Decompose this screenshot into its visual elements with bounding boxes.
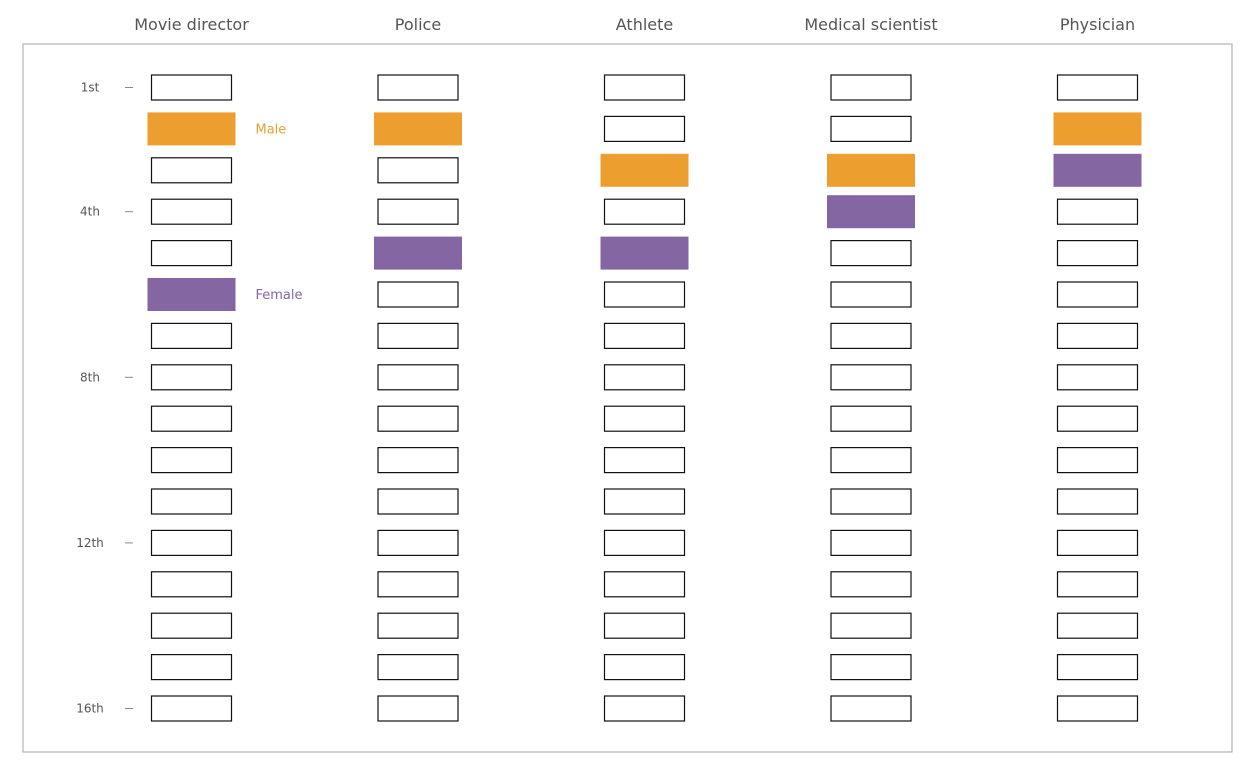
rank-slot xyxy=(150,529,233,557)
rank-slot xyxy=(1056,281,1139,308)
male-rank-mark xyxy=(827,153,915,187)
rank-slot xyxy=(1056,447,1139,474)
rank-slot xyxy=(603,695,686,722)
rank-slot xyxy=(377,612,459,639)
rank-tick-label: 4th xyxy=(80,205,100,219)
male-rank-mark xyxy=(374,112,462,146)
rank-slot xyxy=(150,198,233,225)
rank-slot xyxy=(377,488,459,515)
rank-slot xyxy=(377,198,459,225)
rank-slot xyxy=(603,364,686,391)
rank-slot xyxy=(377,74,459,101)
rank-slot xyxy=(150,612,233,639)
legend-male-label: Male xyxy=(256,122,287,137)
male-rank-mark xyxy=(147,112,236,146)
rank-slot xyxy=(603,653,686,681)
column-title: Movie director xyxy=(134,15,249,34)
rank-slot xyxy=(150,74,233,101)
rank-slot xyxy=(830,281,912,308)
rank-slot xyxy=(1056,612,1139,639)
rank-slot xyxy=(1056,240,1139,267)
rank-slot xyxy=(1056,695,1139,722)
rank-slot xyxy=(1056,322,1139,349)
female-rank-mark xyxy=(600,236,689,270)
rank-slot xyxy=(830,364,912,391)
rank-slot xyxy=(1056,488,1139,515)
rank-slot xyxy=(830,405,912,432)
rank-slot xyxy=(1056,529,1139,557)
rank-slot xyxy=(830,322,912,349)
rank-tick-label: 12th xyxy=(76,536,104,550)
rank-slot xyxy=(603,571,686,598)
rank-slot xyxy=(377,322,459,349)
male-rank-mark xyxy=(600,153,689,187)
rank-slot xyxy=(830,240,912,267)
rank-slot xyxy=(830,115,912,143)
rank-slot xyxy=(150,695,233,722)
rank-slot xyxy=(830,695,912,722)
rank-slot xyxy=(150,157,233,184)
column-title: Physician xyxy=(1060,15,1135,34)
rank-slot xyxy=(150,571,233,598)
column-title: Medical scientist xyxy=(804,15,937,34)
rank-slot xyxy=(377,653,459,681)
rank-slot xyxy=(603,115,686,143)
rank-slot xyxy=(603,405,686,432)
female-rank-mark xyxy=(1053,153,1142,187)
rank-slot xyxy=(603,322,686,349)
female-rank-mark xyxy=(147,278,236,311)
rank-slot xyxy=(830,612,912,639)
rank-slot xyxy=(1056,571,1139,598)
rank-slot xyxy=(1056,198,1139,225)
rank-slot xyxy=(603,612,686,639)
rank-slot xyxy=(377,447,459,474)
rank-slot xyxy=(603,529,686,557)
rank-slot xyxy=(1056,364,1139,391)
rank-slot xyxy=(830,571,912,598)
rank-slot xyxy=(150,447,233,474)
rank-slot xyxy=(150,653,233,681)
rank-tick-label: 8th xyxy=(80,370,100,384)
rank-slot xyxy=(377,695,459,722)
rank-slot xyxy=(1056,74,1139,101)
rank-slot xyxy=(603,447,686,474)
chart-frame xyxy=(22,43,1233,753)
female-rank-mark xyxy=(827,195,915,229)
column-title: Athlete xyxy=(616,15,673,34)
rank-slot xyxy=(377,281,459,308)
rank-slot xyxy=(603,198,686,225)
rank-slot xyxy=(150,240,233,267)
rank-slot xyxy=(830,447,912,474)
rank-slot xyxy=(150,322,233,349)
rank-slot xyxy=(377,364,459,391)
rank-slot xyxy=(377,405,459,432)
male-rank-mark xyxy=(1053,112,1142,146)
rank-slot xyxy=(830,529,912,557)
rank-slot xyxy=(377,157,459,184)
female-rank-mark xyxy=(374,236,462,270)
rank-slot xyxy=(377,571,459,598)
rank-tick-label: 1st xyxy=(81,81,100,95)
rank-slot xyxy=(1056,405,1139,432)
legend-female-label: Female xyxy=(256,288,303,303)
rank-slot xyxy=(150,488,233,515)
rank-slot xyxy=(603,488,686,515)
column-title: Police xyxy=(395,15,441,34)
rank-slot xyxy=(377,529,459,557)
rank-tick-label: 16th xyxy=(76,702,104,716)
rank-slot xyxy=(603,281,686,308)
rank-slot xyxy=(1056,653,1139,681)
rank-slot xyxy=(830,653,912,681)
rank-slot xyxy=(150,405,233,432)
rank-slot xyxy=(830,488,912,515)
rank-slot xyxy=(603,74,686,101)
rank-slot xyxy=(150,364,233,391)
rank-slot xyxy=(830,74,912,101)
